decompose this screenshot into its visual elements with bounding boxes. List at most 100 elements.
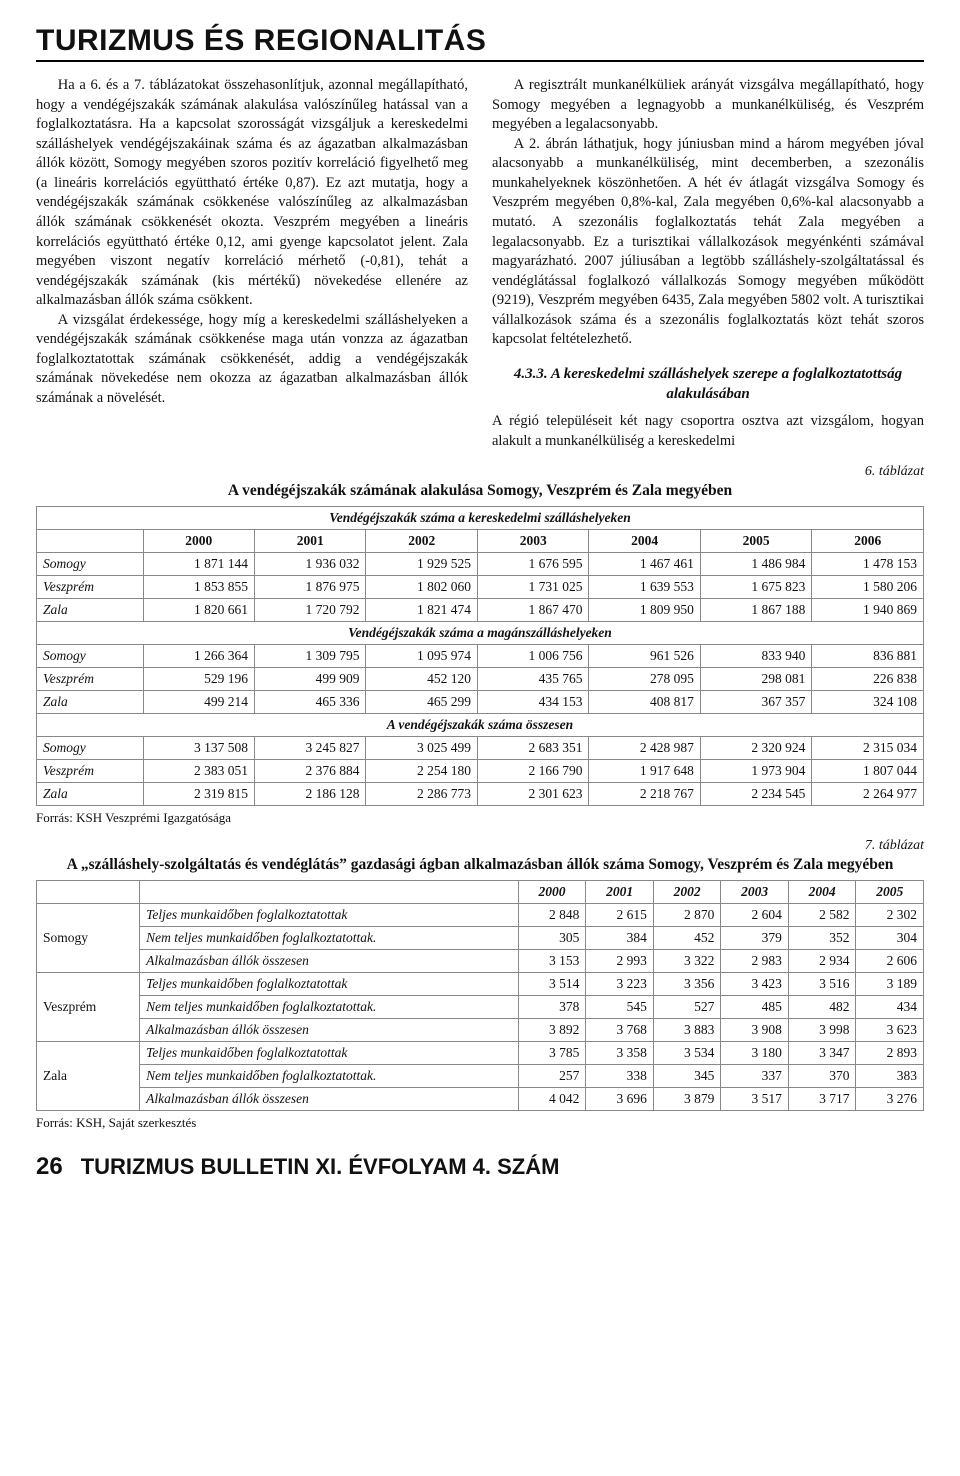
metric-cell: Alkalmazásban állók összesen [140,1018,519,1041]
metric-cell: Nem teljes munkaidőben foglalkoztatottak… [140,926,519,949]
data-cell: 1 580 206 [812,575,924,598]
data-cell: 452 [653,926,721,949]
data-cell: 2 848 [518,903,586,926]
data-cell: 961 526 [589,644,700,667]
county-cell: Zala [37,1041,140,1110]
data-cell: 3 696 [586,1087,654,1110]
data-cell: 4 042 [518,1087,586,1110]
data-cell: 2 983 [721,949,789,972]
table6-source: Forrás: KSH Veszprémi Igazgatósága [36,810,924,826]
body-columns: Ha a 6. és a 7. táblázatokat összehasonl… [36,76,924,452]
data-cell: 2 320 924 [700,736,811,759]
data-cell: 3 517 [721,1087,789,1110]
year-header: 2002 [366,529,477,552]
data-cell: 337 [721,1064,789,1087]
data-cell: 2 582 [788,903,856,926]
metric-cell: Nem teljes munkaidőben foglalkoztatottak… [140,995,519,1018]
county-cell: Veszprém [37,972,140,1041]
page-footer: 26 TURIZMUS BULLETIN XI. ÉVFOLYAM 4. SZÁ… [36,1153,924,1181]
data-cell: 257 [518,1064,586,1087]
year-header: 2006 [812,529,924,552]
data-cell: 529 196 [143,667,254,690]
data-cell: 465 299 [366,690,477,713]
data-cell: 2 604 [721,903,789,926]
data-cell: 408 817 [589,690,700,713]
data-cell: 1 309 795 [254,644,365,667]
data-cell: 1 486 984 [700,552,811,575]
data-cell: 2 254 180 [366,759,477,782]
year-header: 2004 [788,880,856,903]
data-cell: 3 347 [788,1041,856,1064]
metric-cell: Teljes munkaidőben foglalkoztatottak [140,1041,519,1064]
data-cell: 2 428 987 [589,736,700,759]
data-cell: 1 821 474 [366,598,477,621]
data-cell: 3 245 827 [254,736,365,759]
table6: Vendégéjszakák száma a kereskedelmi szál… [36,506,924,806]
left-p1: Ha a 6. és a 7. táblázatokat összehasonl… [36,76,468,311]
data-cell: 545 [586,995,654,1018]
data-cell: 1 853 855 [143,575,254,598]
data-cell: 1 720 792 [254,598,365,621]
data-cell: 1 867 470 [477,598,588,621]
data-cell: 1 802 060 [366,575,477,598]
data-cell: 2 315 034 [812,736,924,759]
data-cell: 3 322 [653,949,721,972]
row-label: Veszprém [37,575,144,598]
row-label: Somogy [37,644,144,667]
data-cell: 2 683 351 [477,736,588,759]
data-cell: 3 623 [856,1018,924,1041]
data-cell: 2 934 [788,949,856,972]
year-header: 2002 [653,880,721,903]
county-cell: Somogy [37,903,140,972]
row-label: Veszprém [37,667,144,690]
left-p2: A vizsgálat érdekessége, hogy míg a kere… [36,311,468,409]
year-header: 2005 [856,880,924,903]
data-cell: 1 266 364 [143,644,254,667]
data-cell: 833 940 [700,644,811,667]
data-cell: 298 081 [700,667,811,690]
data-cell: 3 785 [518,1041,586,1064]
metric-cell: Alkalmazásban állók összesen [140,949,519,972]
table7-source: Forrás: KSH, Saját szerkesztés [36,1115,924,1131]
row-label: Somogy [37,552,144,575]
data-cell: 2 166 790 [477,759,588,782]
data-cell: 1 917 648 [589,759,700,782]
data-cell: 3 180 [721,1041,789,1064]
data-cell: 3 189 [856,972,924,995]
data-cell: 435 765 [477,667,588,690]
year-header: 2001 [586,880,654,903]
data-cell: 3 717 [788,1087,856,1110]
data-cell: 2 286 773 [366,782,477,805]
metric-cell: Alkalmazásban állók összesen [140,1087,519,1110]
data-cell: 3 423 [721,972,789,995]
data-cell: 482 [788,995,856,1018]
data-cell: 1 929 525 [366,552,477,575]
year-header: 2003 [721,880,789,903]
metric-cell: Teljes munkaidőben foglalkoztatottak [140,972,519,995]
data-cell: 3 998 [788,1018,856,1041]
data-cell: 1 731 025 [477,575,588,598]
data-cell: 1 936 032 [254,552,365,575]
data-cell: 383 [856,1064,924,1087]
data-cell: 836 881 [812,644,924,667]
data-cell: 1 807 044 [812,759,924,782]
row-label: Zala [37,598,144,621]
data-cell: 1 676 595 [477,552,588,575]
data-cell: 2 319 815 [143,782,254,805]
data-cell: 2 606 [856,949,924,972]
data-cell: 3 137 508 [143,736,254,759]
data-cell: 2 264 977 [812,782,924,805]
metric-cell: Teljes munkaidőben foglalkoztatottak [140,903,519,926]
metric-cell: Nem teljes munkaidőben foglalkoztatottak… [140,1064,519,1087]
right-p1: A regisztrált munkanélküliek arányát viz… [492,76,924,135]
data-cell: 2 302 [856,903,924,926]
data-cell: 2 383 051 [143,759,254,782]
left-column: Ha a 6. és a 7. táblázatokat összehasonl… [36,76,468,452]
footer-text: TURIZMUS BULLETIN XI. ÉVFOLYAM 4. SZÁM [81,1154,560,1180]
data-cell: 1 973 904 [700,759,811,782]
data-cell: 2 615 [586,903,654,926]
subsection-heading: 4.3.3. A kereskedelmi szálláshelyek szer… [492,364,924,405]
data-cell: 499 214 [143,690,254,713]
table7-title: A „szálláshely-szolgáltatás és vendéglát… [36,856,924,874]
data-cell: 3 892 [518,1018,586,1041]
